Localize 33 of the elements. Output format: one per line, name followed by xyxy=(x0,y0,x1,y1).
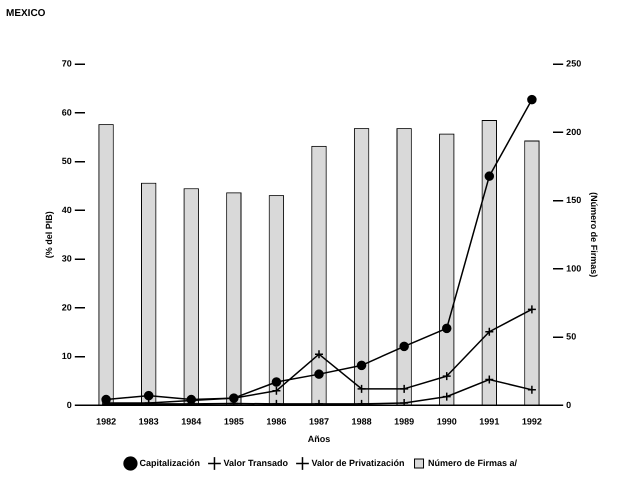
legend-label: Capitalización xyxy=(139,458,200,468)
y2-tick-label: 50 xyxy=(566,332,576,342)
x-tick-label: 1987 xyxy=(308,416,330,426)
y-tick-label: 50 xyxy=(62,156,72,166)
y2-axis-title: (Número de Firmas) xyxy=(589,192,600,278)
y2-tick-label: 150 xyxy=(566,195,582,206)
y2-tick-label: 250 xyxy=(566,58,582,68)
y2-tick-label: 100 xyxy=(566,263,582,274)
legend-label: Valor Transado xyxy=(223,458,288,468)
y2-tick-label: 0 xyxy=(566,400,572,410)
x-tick-label: 1991 xyxy=(479,416,500,426)
y-tick-label: 70 xyxy=(62,58,72,68)
x-tick-label: 1983 xyxy=(138,416,159,426)
y-tick-label: 0 xyxy=(66,400,72,410)
x-tick-label: 1992 xyxy=(522,416,542,426)
y-tick-label: 20 xyxy=(62,302,72,312)
y-tick-label: 10 xyxy=(62,351,72,362)
x-tick-label: 1990 xyxy=(436,416,457,426)
x-tick-label: 1986 xyxy=(266,416,286,426)
y-tick-label: 30 xyxy=(62,254,72,264)
y-tick-label: 40 xyxy=(62,204,72,215)
x-tick-label: 1989 xyxy=(394,416,414,426)
legend-label: Número de Firmas a/ xyxy=(428,458,518,468)
chart-title: MEXICO xyxy=(5,7,46,21)
x-tick-label: 1988 xyxy=(352,416,372,426)
x-tick-label: 1982 xyxy=(96,416,116,426)
x-tick-label: 1985 xyxy=(224,416,244,426)
legend-label: Valor de Privatización xyxy=(311,458,405,468)
y-axis-title: (% del PIB) xyxy=(44,211,54,258)
x-tick-label: 1984 xyxy=(181,416,202,426)
y-tick-label: 60 xyxy=(62,107,72,118)
y2-tick-label: 200 xyxy=(566,126,582,137)
x-axis-title: Años xyxy=(308,434,330,444)
